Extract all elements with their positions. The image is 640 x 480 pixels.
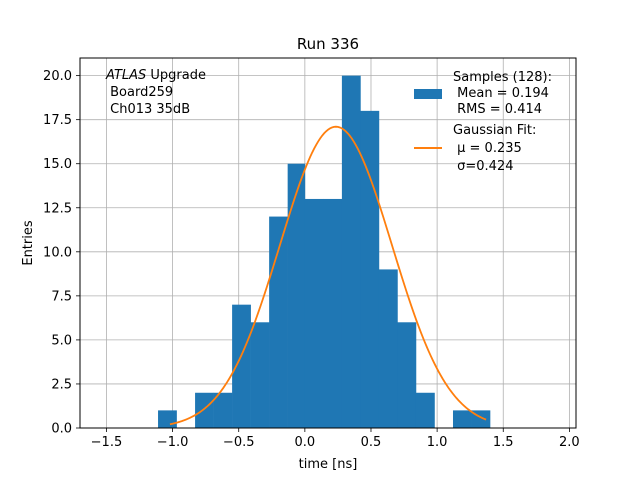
gaussian-fit-curve: [169, 125, 487, 426]
info-upgrade: Upgrade: [146, 68, 206, 83]
legend: Samples (128): Mean = 0.194 RMS = 0.414 …: [414, 70, 552, 174]
legend-samples-title: Samples (128):: [453, 70, 552, 85]
histogram-bar: [341, 75, 361, 428]
info-board: Board259: [106, 85, 173, 100]
legend-fit-title: Gaussian Fit:: [453, 123, 536, 138]
info-atlas: ATLAS: [105, 68, 146, 83]
y-tick-label: 7.5: [51, 289, 72, 304]
plot-frame: [79, 57, 577, 429]
y-tick-label: 2.5: [51, 377, 72, 392]
info-channel: Ch013 35dB: [106, 102, 190, 117]
y-axis-label: Entries: [21, 220, 36, 266]
histogram-bar: [213, 392, 233, 428]
histogram-bar: [232, 304, 251, 428]
histogram-bar: [323, 198, 343, 428]
info-annotation: ATLAS Upgrade Board259 Ch013 35dB: [105, 68, 206, 117]
x-tick-label: −0.5: [223, 435, 255, 450]
histogram-bar: [378, 269, 398, 428]
legend-fit-mu: μ = 0.235: [453, 141, 522, 156]
legend-swatch-samples: [414, 89, 442, 99]
histogram-bars: [158, 75, 491, 428]
histogram-bar: [304, 198, 324, 428]
x-tick-label: 0.0: [295, 435, 316, 450]
x-axis-label: time [ns]: [299, 457, 358, 472]
x-tick-label: −1.0: [157, 435, 189, 450]
gaussian-fit: [169, 125, 487, 426]
histogram-bar: [452, 410, 472, 428]
y-tick-label: 15.0: [43, 157, 72, 172]
y-tick-label: 17.5: [43, 113, 72, 128]
histogram-bar: [158, 410, 177, 428]
histogram-bar: [250, 322, 270, 428]
x-axis-ticks: −1.5 −1.0 −0.5 0.0 0.5 1.0 1.5 2.0: [91, 428, 580, 450]
histogram-bar: [415, 392, 435, 428]
svg-text:ATLAS Upgrade: ATLAS Upgrade: [105, 68, 206, 83]
x-tick-label: 1.5: [493, 435, 514, 450]
x-tick-label: 1.0: [427, 435, 448, 450]
x-tick-label: 0.5: [361, 435, 382, 450]
legend-samples-mean: Mean = 0.194: [453, 86, 549, 101]
histogram-bar: [195, 392, 214, 428]
y-tick-label: 20.0: [43, 69, 72, 84]
legend-samples-rms: RMS = 0.414: [453, 102, 542, 117]
y-tick-label: 5.0: [51, 333, 72, 348]
histogram-bar: [269, 216, 288, 428]
y-tick-label: 12.5: [43, 201, 72, 216]
y-tick-label: 10.0: [43, 245, 72, 260]
histogram-bar: [397, 322, 417, 428]
chart-title: Run 336: [297, 35, 359, 53]
x-tick-label: 2.0: [559, 435, 580, 450]
y-axis-ticks: 0.0 2.5 5.0 7.5 10.0 12.5 15.0 17.5 20.0: [43, 69, 80, 437]
legend-fit-sigma: σ=0.424: [453, 159, 513, 174]
y-tick-label: 0.0: [51, 422, 72, 437]
histogram-bar: [287, 163, 306, 428]
x-tick-label: −1.5: [91, 435, 123, 450]
